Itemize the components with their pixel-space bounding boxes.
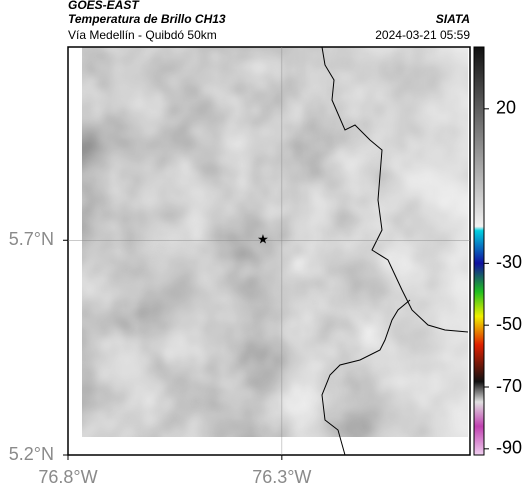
y-tick-label: 5.7°N <box>9 229 54 249</box>
map-frame <box>67 46 471 456</box>
y-tick-label: 5.2°N <box>9 444 54 464</box>
route: Vía Medellín - Quibdó 50km <box>68 28 217 42</box>
colorbar <box>473 46 485 456</box>
colorbar-label: -50 <box>496 314 522 334</box>
light-area <box>82 47 468 437</box>
datetime: 2024-03-21 05:59 <box>375 28 470 42</box>
title: GOES-EAST <box>68 0 140 12</box>
colorbar-label: -90 <box>496 438 522 458</box>
border-line <box>321 46 469 456</box>
location-marker: ★ <box>257 232 269 247</box>
source: SIATA <box>436 12 470 26</box>
colorbar-label: 20 <box>496 98 516 118</box>
x-tick-label: 76.3°W <box>252 467 311 487</box>
colorbar-label: -70 <box>496 376 522 396</box>
satellite-image <box>82 47 468 437</box>
x-tick-label: 76.8°W <box>38 467 97 487</box>
colorbar-label: -30 <box>496 252 522 272</box>
subtitle: Temperatura de Brillo CH13 <box>68 12 226 26</box>
